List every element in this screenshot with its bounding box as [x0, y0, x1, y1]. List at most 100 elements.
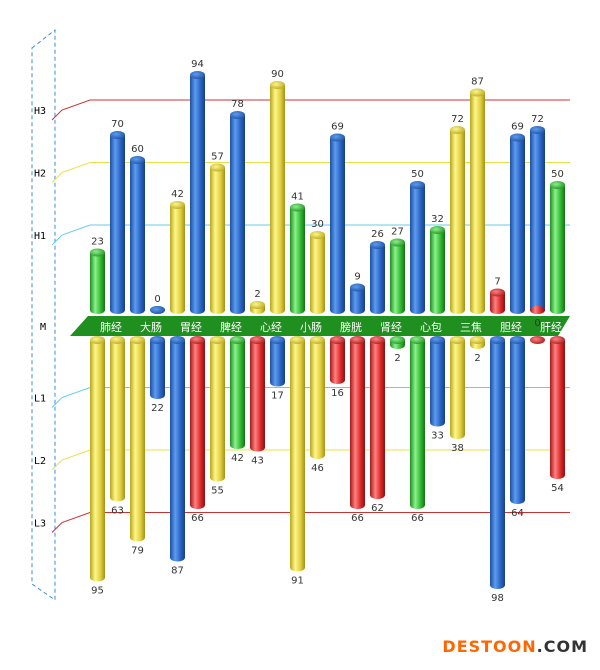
bar	[390, 238, 405, 314]
value-label: 7	[494, 277, 500, 288]
value-label: 69	[331, 122, 344, 133]
value-label: 33	[431, 431, 444, 442]
value-label: 90	[271, 69, 284, 80]
value-label: 60	[131, 144, 144, 155]
value-label: 91	[291, 576, 304, 587]
value-label: 16	[331, 388, 344, 399]
value-label: 63	[111, 506, 124, 517]
value-label: 66	[351, 513, 364, 524]
bar	[230, 336, 245, 449]
y-tick-h2: H2	[34, 169, 46, 180]
bar	[270, 81, 285, 314]
bar	[210, 336, 225, 482]
value-label: 0	[534, 318, 540, 329]
bar	[450, 336, 465, 439]
category-label: 小肠	[300, 321, 322, 334]
value-label: 98	[491, 593, 504, 604]
bar	[330, 133, 345, 314]
category-label: 大肠	[140, 320, 162, 334]
level-line-l2	[51, 449, 570, 471]
y-tick-l3: L3	[34, 519, 46, 530]
y-tick-l1: L1	[34, 394, 46, 405]
value-label: 87	[471, 77, 484, 88]
category-label: 心经	[260, 321, 282, 334]
value-label: 32	[431, 214, 444, 225]
value-label: 54	[551, 483, 564, 494]
category-band-bg	[70, 316, 570, 336]
bar	[90, 248, 105, 314]
category-label: 肺经	[100, 321, 122, 334]
bar	[310, 336, 325, 459]
category-label: 心包	[420, 321, 442, 334]
upper-bars	[90, 71, 565, 314]
bar	[390, 336, 405, 349]
watermark-part2: .COM	[536, 637, 588, 656]
bar	[490, 336, 505, 589]
bar	[450, 126, 465, 314]
value-label: 50	[551, 169, 564, 180]
bar	[290, 203, 305, 314]
value-label: 17	[271, 391, 284, 402]
value-label: 41	[291, 192, 304, 203]
bar	[410, 336, 425, 509]
watermark: DESTOON.COM	[442, 637, 588, 656]
bar	[370, 336, 385, 499]
bar	[310, 231, 325, 314]
y-axis: H3 H2 H1 M L1 L2 L3	[31, 28, 56, 601]
y-tick-m: M	[40, 322, 46, 333]
lower-bars	[90, 306, 565, 589]
category-label: 胃经	[180, 321, 202, 334]
value-label: 55	[211, 486, 224, 497]
value-label: 27	[391, 227, 404, 238]
value-label: 42	[231, 453, 244, 464]
value-label: 79	[131, 546, 144, 557]
bar	[210, 163, 225, 314]
bar	[110, 336, 125, 502]
category-label: 肝经	[540, 321, 562, 334]
value-label: 78	[231, 99, 244, 110]
level-line-h3	[51, 99, 570, 121]
category-label: 膀胱	[340, 320, 362, 334]
bar	[430, 336, 445, 427]
bar	[470, 88, 485, 314]
value-label: 2	[474, 353, 480, 364]
bar	[530, 126, 545, 314]
value-label: 42	[171, 189, 184, 200]
value-label: 2	[394, 353, 400, 364]
bar	[130, 156, 145, 314]
value-labels: 23 70 60 0 42 94 57 78 2 90 41 30 69 9 26 27 50 32 72 87 7 69…	[91, 59, 564, 604]
value-label: 94	[191, 59, 204, 70]
value-label: 46	[311, 463, 324, 474]
bar	[150, 336, 165, 399]
value-label: 57	[211, 152, 224, 163]
category-label: 脾经	[220, 320, 242, 334]
value-label: 66	[191, 513, 204, 524]
bar	[350, 283, 365, 314]
bar	[550, 336, 565, 479]
bar	[510, 133, 525, 314]
y-tick-l2: L2	[34, 456, 46, 467]
bar	[170, 201, 185, 314]
level-line-l3	[51, 512, 570, 533]
bar	[110, 131, 125, 314]
value-label: 66	[411, 513, 424, 524]
bar	[510, 336, 525, 504]
y-tick-h3: H3	[34, 106, 46, 117]
category-band: 肺经 大肠 胃经 脾经 心经 小肠 膀胱 肾经 心包 三焦 胆经 肝经	[70, 316, 570, 336]
y-axis-frame	[31, 28, 56, 601]
value-label: 72	[531, 114, 544, 125]
bar	[350, 336, 365, 509]
value-label: 9	[354, 272, 360, 283]
bar	[550, 181, 565, 314]
bar	[470, 336, 485, 349]
bar	[330, 336, 345, 384]
value-label: 64	[511, 508, 524, 519]
bar	[190, 336, 205, 509]
bar	[410, 181, 425, 314]
bar	[290, 336, 305, 572]
value-label: 26	[371, 229, 384, 240]
value-label: 72	[451, 114, 464, 125]
value-label: 87	[171, 566, 184, 577]
bar	[190, 71, 205, 314]
bar	[170, 336, 185, 562]
